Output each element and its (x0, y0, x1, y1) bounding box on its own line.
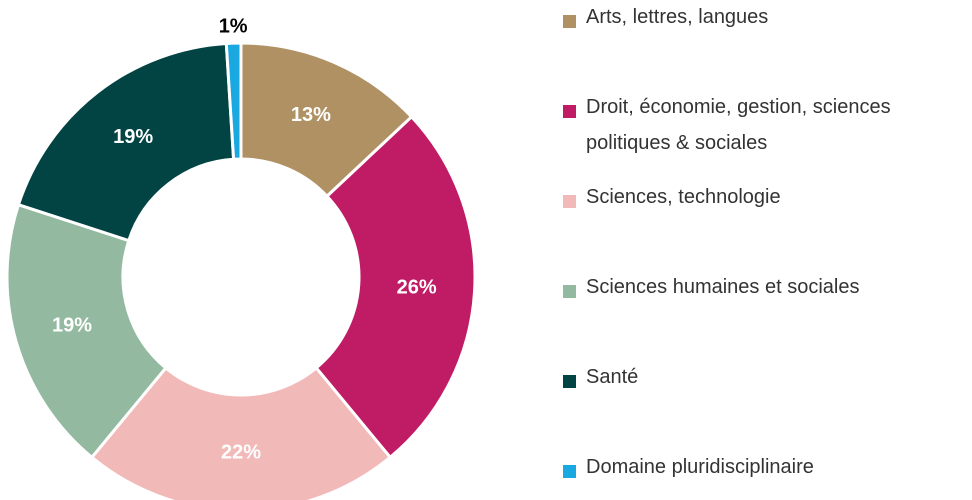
legend-swatch (563, 15, 576, 28)
legend-label: Droit, économie, gestion, sciences polit… (586, 96, 891, 154)
data-label: 26% (397, 276, 437, 298)
data-label: 22% (221, 441, 261, 463)
legend-item: Droit, économie, gestion, sciences polit… (563, 96, 946, 161)
legend-item: Arts, lettres, langues (563, 6, 946, 35)
slice (16, 41, 236, 243)
legend-item: Domaine pluridisciplinaire (563, 456, 946, 485)
slice (5, 202, 168, 460)
slice (89, 365, 393, 500)
legend-label: Domaine pluridisciplinaire (586, 456, 814, 478)
legend-item: Sciences humaines et sociales (563, 276, 946, 305)
slice (314, 114, 477, 460)
legend-label: Arts, lettres, langues (586, 6, 769, 28)
data-label: 19% (52, 314, 92, 336)
slice (224, 41, 243, 161)
legend-label: Santé (586, 366, 639, 388)
legend-swatch (563, 195, 576, 208)
legend-swatch (563, 375, 576, 388)
data-label: 1% (219, 15, 248, 37)
legend-swatch (563, 285, 576, 298)
data-label: 13% (291, 104, 331, 126)
legend-swatch (563, 105, 576, 118)
legend-item: Santé (563, 366, 946, 395)
legend-label: Sciences humaines et sociales (586, 276, 860, 298)
legend-item: Sciences, technologie (563, 186, 946, 215)
data-label: 19% (113, 126, 153, 148)
legend-swatch (563, 465, 576, 478)
chart: 13% 26% 22% 19% 19% 1% (5, 15, 477, 500)
legend-label: Sciences, technologie (586, 186, 781, 208)
